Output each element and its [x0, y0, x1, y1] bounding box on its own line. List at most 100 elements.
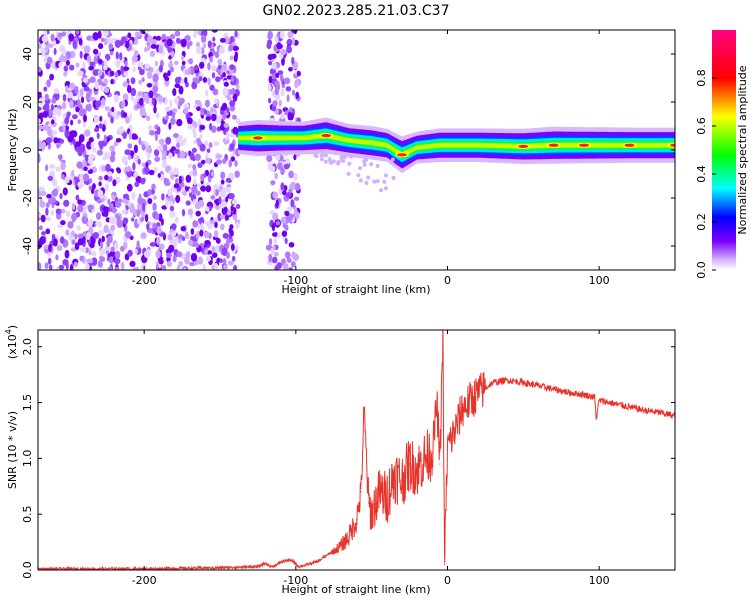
snr-data-point [628, 406, 631, 408]
noise-band-speckle [268, 75, 273, 84]
noise-speckle [50, 104, 55, 111]
noise-speckle [160, 218, 164, 226]
noise-speckle [110, 246, 115, 253]
noise-speckle [63, 71, 68, 77]
noise-speckle [95, 100, 102, 108]
noise-speckle [97, 69, 103, 77]
noise-speckle [157, 173, 161, 178]
noise-speckle [114, 258, 121, 265]
noise-speckle [93, 116, 100, 124]
noise-speckle [214, 51, 220, 59]
noise-band-speckle [265, 244, 273, 251]
noise-speckle [90, 235, 94, 245]
noise-speckle [229, 224, 234, 230]
noise-speckle [232, 255, 236, 262]
noise-speckle [38, 112, 46, 118]
noise-speckle [235, 204, 241, 209]
trailing-speckle [383, 186, 388, 191]
noise-speckle [109, 155, 116, 163]
noise-speckle [203, 140, 209, 147]
noise-speckle [110, 116, 114, 124]
snr-data-point [416, 468, 418, 471]
noise-speckle [77, 119, 81, 125]
noise-speckle [103, 134, 107, 143]
noise-speckle [61, 31, 66, 37]
noise-speckle [132, 66, 136, 73]
noise-speckle [101, 197, 105, 203]
noise-band-speckle [282, 190, 287, 196]
noise-speckle [192, 168, 198, 177]
trailing-speckle [347, 161, 352, 166]
noise-speckle [117, 127, 124, 134]
noise-speckle [204, 109, 207, 115]
noise-speckle [223, 264, 228, 270]
noise-speckle [230, 205, 234, 212]
noise-band-speckle [275, 199, 279, 209]
trailing-speckle [341, 159, 346, 163]
noise-band-speckle [270, 180, 276, 186]
noise-speckle [173, 183, 179, 189]
noise-speckle [100, 85, 104, 92]
noise-band-speckle [289, 213, 294, 221]
noise-speckle [157, 95, 164, 103]
noise-speckle [173, 60, 179, 66]
noise-speckle [55, 254, 59, 261]
noise-speckle [105, 163, 111, 172]
noise-speckle [127, 84, 132, 94]
spectrogram-x-axis-label: Height of straight line (km) [281, 283, 430, 296]
noise-band-speckle [288, 170, 294, 179]
chart-title: GN02.2023.285.21.03.C37 [263, 3, 450, 19]
snr-data-point [333, 550, 335, 552]
noise-speckle [101, 97, 106, 106]
noise-speckle [114, 250, 121, 259]
noise-speckle [67, 135, 74, 143]
noise-speckle [211, 113, 217, 122]
snr-data-point [443, 563, 446, 566]
noise-speckle [45, 202, 50, 208]
noise-speckle [177, 238, 182, 244]
noise-speckle [182, 236, 186, 242]
ridge-hotspot [518, 144, 529, 148]
noise-band-speckle [286, 206, 293, 213]
noise-speckle [205, 220, 211, 227]
noise-speckle [52, 188, 59, 197]
noise-speckle [49, 73, 54, 81]
noise-speckle [171, 146, 176, 151]
noise-speckle [221, 188, 227, 196]
noise-speckle [125, 116, 130, 124]
noise-speckle [146, 45, 151, 51]
noise-speckle [63, 199, 70, 207]
snr-y-axis-label: SNR (10 * v/v) [6, 411, 19, 489]
noise-speckle [86, 155, 94, 164]
snr-frame [37, 329, 676, 571]
noise-band-speckle [289, 183, 296, 190]
noise-speckle [187, 208, 194, 216]
noise-speckle [187, 124, 194, 130]
noise-speckle [134, 218, 138, 226]
noise-speckle [186, 117, 193, 125]
noise-speckle [153, 105, 157, 114]
noise-speckle [164, 106, 171, 113]
noise-speckle [164, 76, 170, 82]
noise-speckle [206, 148, 211, 154]
noise-speckle [221, 102, 228, 111]
noise-speckle [232, 114, 237, 120]
noise-speckle [204, 240, 211, 245]
noise-speckle [149, 130, 155, 136]
noise-speckle [108, 202, 114, 209]
noise-speckle [236, 84, 240, 90]
x-tick-label: -200 [132, 574, 157, 587]
noise-speckle [38, 140, 43, 149]
noise-band-speckle [275, 72, 280, 78]
trailing-speckle [358, 178, 363, 183]
trailing-speckle [382, 179, 387, 184]
noise-band-speckle [278, 99, 282, 107]
x-tick-label: 100 [589, 574, 610, 587]
noise-speckle [202, 263, 207, 270]
noise-speckle [109, 70, 115, 77]
noise-band-speckle [279, 73, 284, 82]
noise-speckle [212, 36, 216, 42]
trailing-speckle [346, 171, 351, 176]
noise-speckle [167, 188, 173, 197]
y-tick-label: 0.0 [21, 561, 34, 579]
